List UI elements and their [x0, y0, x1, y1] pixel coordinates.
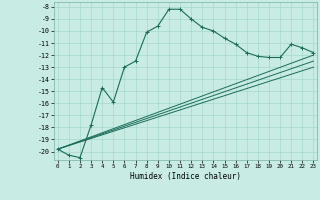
X-axis label: Humidex (Indice chaleur): Humidex (Indice chaleur) [130, 172, 241, 181]
